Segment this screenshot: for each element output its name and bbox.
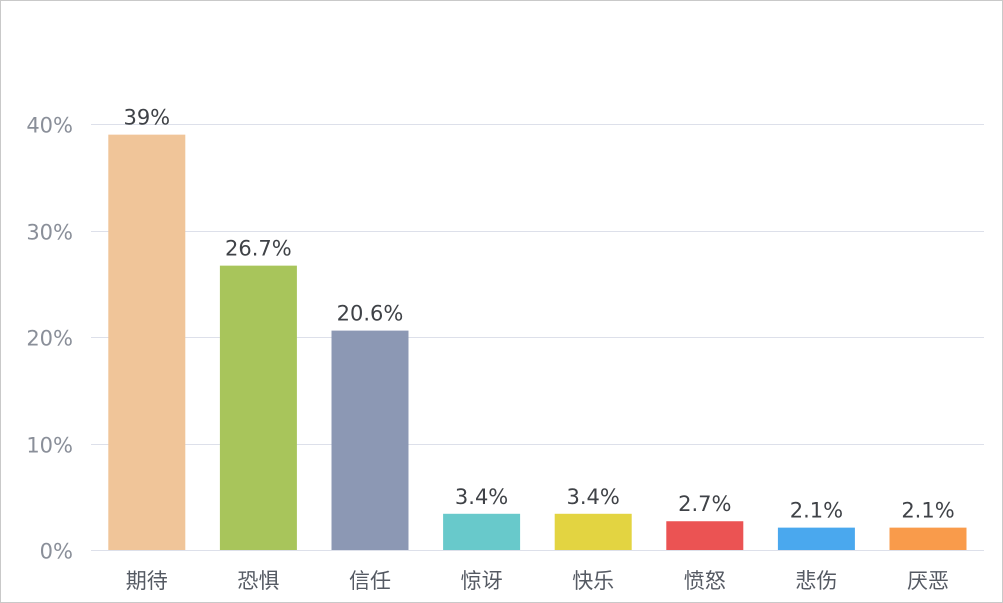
data-label: 26.7% xyxy=(225,237,292,261)
data-label: 3.4% xyxy=(567,485,620,509)
bar xyxy=(443,513,521,550)
x-tick-label: 愤怒 xyxy=(684,569,726,593)
data-label: 2.7% xyxy=(678,492,731,516)
bar xyxy=(219,265,297,550)
bar xyxy=(889,527,967,550)
bars xyxy=(108,134,967,550)
data-label: 2.1% xyxy=(901,499,954,523)
x-axis-ticks: 期待 恐惧 信任 惊讶 快乐 愤怒 悲伤 厌恶 xyxy=(126,569,949,593)
data-label: 20.6% xyxy=(337,302,404,326)
y-axis-ticks: 0% 10% 20% 30% 40% xyxy=(26,114,73,564)
y-tick-label: 40% xyxy=(26,114,73,138)
x-tick-label: 信任 xyxy=(349,569,391,593)
bar xyxy=(108,134,186,550)
x-tick-label: 厌恶 xyxy=(907,569,949,593)
x-tick-label: 快乐 xyxy=(572,569,614,593)
y-tick-label: 20% xyxy=(26,327,73,351)
bar xyxy=(777,527,855,550)
bar xyxy=(554,513,632,550)
y-tick-label: 0% xyxy=(40,540,73,564)
y-tick-label: 10% xyxy=(26,434,73,458)
x-tick-label: 悲伤 xyxy=(795,569,837,593)
data-label: 39% xyxy=(123,106,170,130)
bar xyxy=(331,330,409,550)
x-tick-label: 惊讶 xyxy=(461,569,503,593)
x-tick-label: 期待 xyxy=(126,569,168,593)
y-tick-label: 30% xyxy=(26,221,73,245)
x-tick-label: 恐惧 xyxy=(237,569,279,593)
data-labels: 39% 26.7% 20.6% 3.4% 3.4% 2.7% 2.1% 2.1% xyxy=(123,106,954,523)
bar xyxy=(666,521,744,550)
data-label: 2.1% xyxy=(790,499,843,523)
data-label: 3.4% xyxy=(455,485,508,509)
